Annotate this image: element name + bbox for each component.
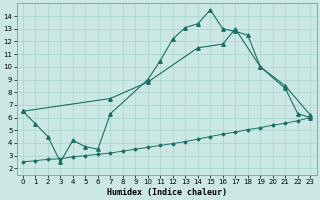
X-axis label: Humidex (Indice chaleur): Humidex (Indice chaleur) [107, 188, 227, 197]
